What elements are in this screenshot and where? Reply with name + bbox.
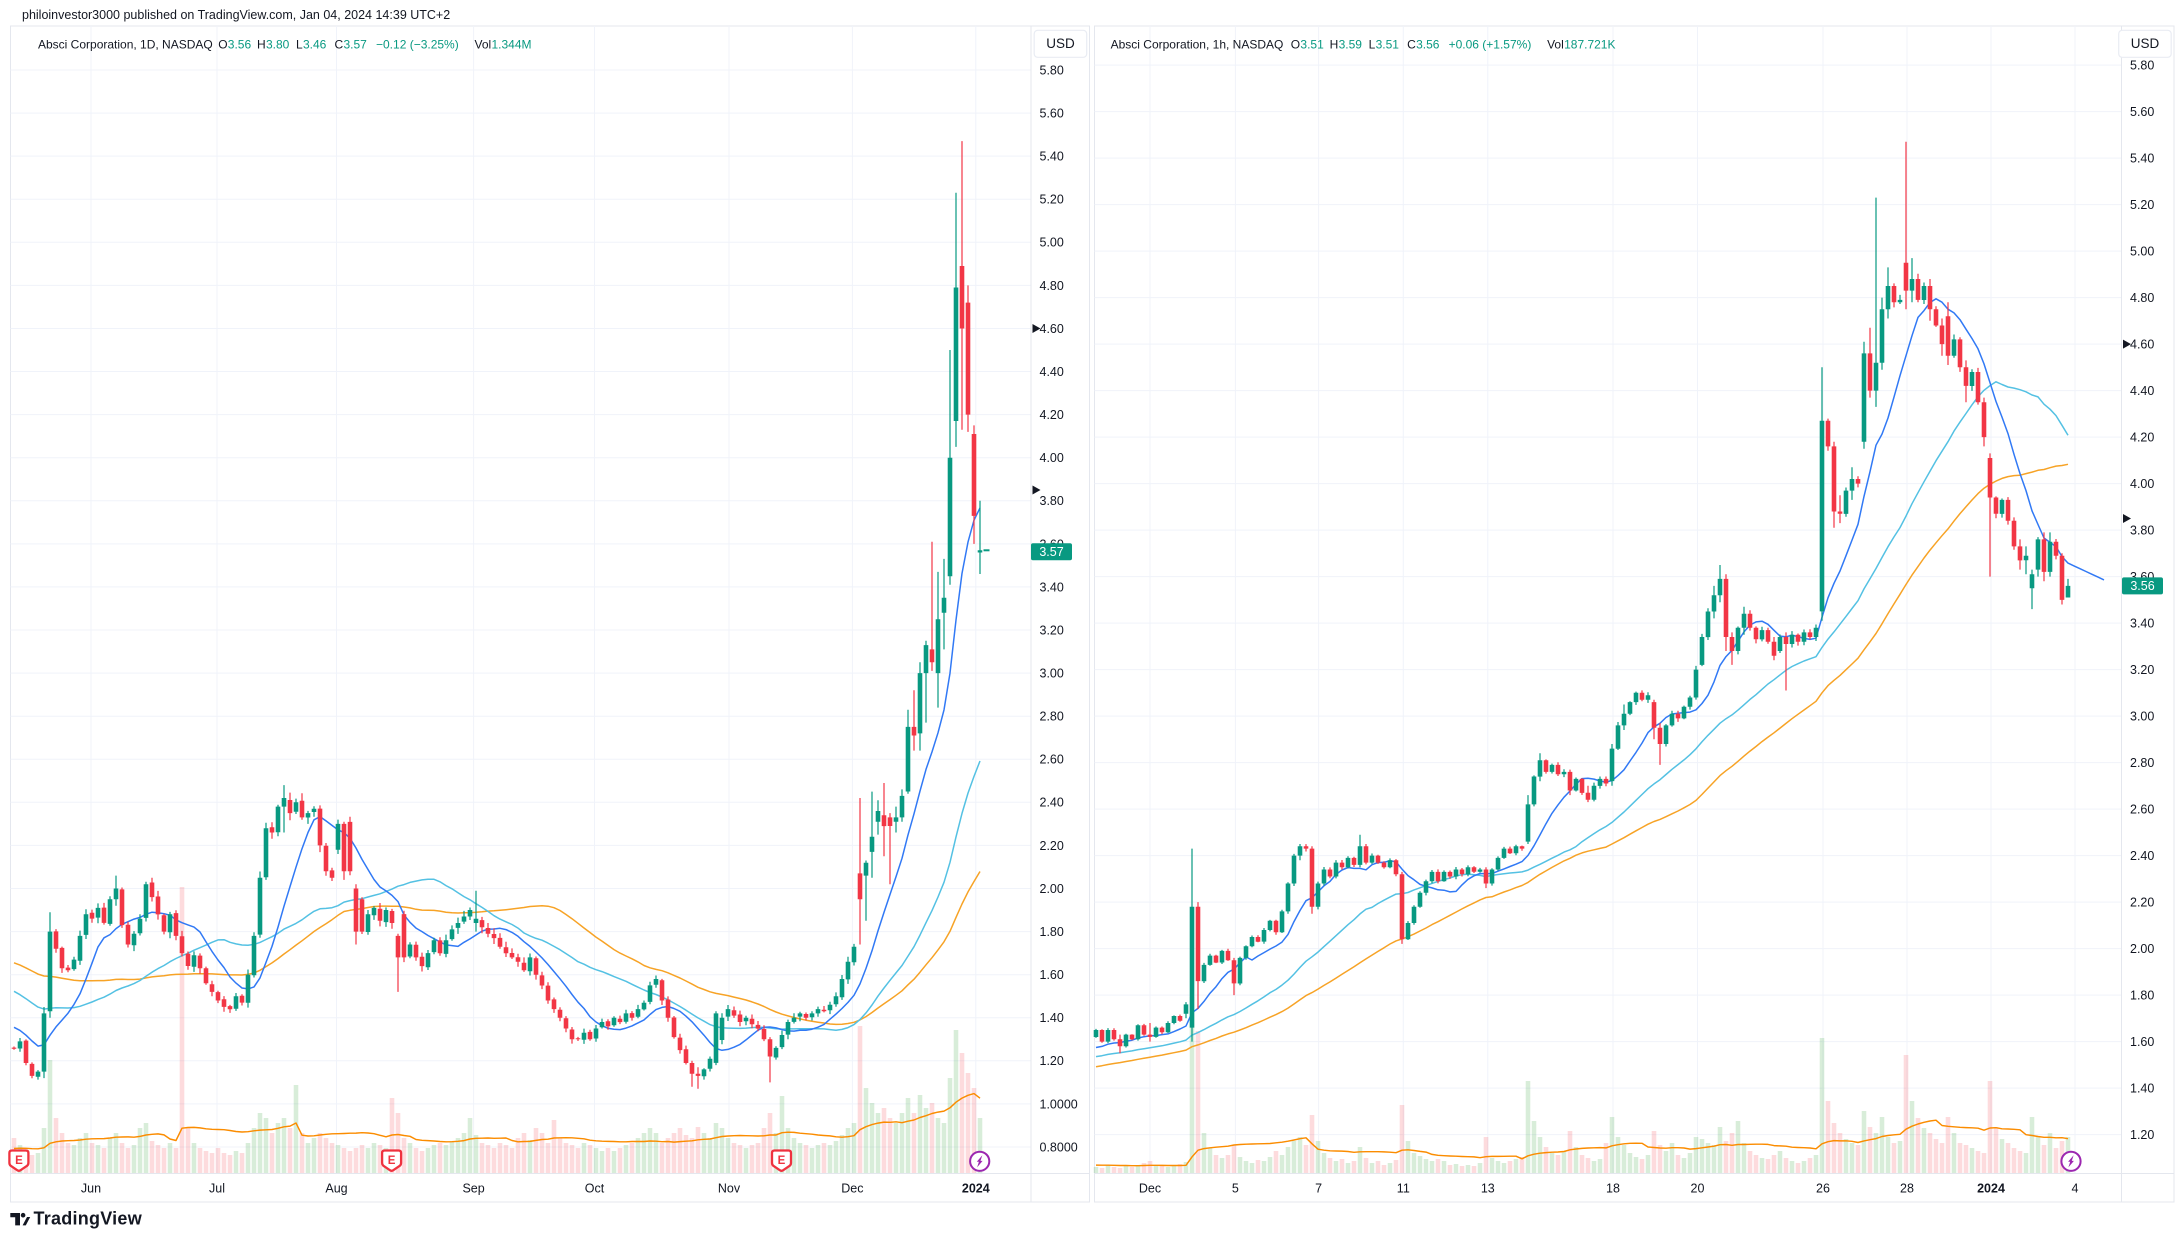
svg-text:4.00: 4.00	[1040, 451, 1064, 465]
svg-text:1.80: 1.80	[2130, 989, 2154, 1003]
svg-text:1.20: 1.20	[1040, 1054, 1064, 1068]
svg-text:0.8000: 0.8000	[1040, 1140, 1078, 1154]
svg-text:5.40: 5.40	[2130, 152, 2154, 166]
svg-text:USD: USD	[2131, 36, 2160, 51]
svg-text:3.57: 3.57	[1039, 545, 1063, 559]
svg-text:7: 7	[1315, 1182, 1322, 1196]
svg-text:2.40: 2.40	[2130, 849, 2154, 863]
svg-text:1.80: 1.80	[1040, 925, 1064, 939]
svg-text:11: 11	[1397, 1182, 1410, 1196]
svg-text:2.00: 2.00	[2130, 942, 2154, 956]
svg-text:1.60: 1.60	[1040, 968, 1064, 982]
svg-text:1.40: 1.40	[1040, 1011, 1064, 1025]
svg-text:USD: USD	[1046, 36, 1075, 51]
svg-text:5.20: 5.20	[2130, 198, 2154, 212]
svg-text:4.40: 4.40	[1040, 365, 1064, 379]
svg-text:1.60: 1.60	[2130, 1035, 2154, 1049]
svg-text:5.00: 5.00	[2130, 245, 2154, 259]
svg-text:4.40: 4.40	[2130, 384, 2154, 398]
svg-text:4.80: 4.80	[2130, 291, 2154, 305]
svg-text:Nov: Nov	[718, 1182, 741, 1196]
svg-text:3.56: 3.56	[2130, 579, 2154, 593]
svg-text:5.20: 5.20	[1040, 193, 1064, 207]
svg-text:2.60: 2.60	[2130, 803, 2154, 817]
svg-text:E: E	[388, 1155, 396, 1167]
svg-text:1.40: 1.40	[2130, 1082, 2154, 1096]
svg-text:2024: 2024	[1977, 1182, 2005, 1196]
svg-text:3.80: 3.80	[1040, 494, 1064, 508]
svg-text:3.40: 3.40	[2130, 617, 2154, 631]
svg-text:3.20: 3.20	[2130, 663, 2154, 677]
svg-text:2.80: 2.80	[1040, 710, 1064, 724]
svg-text:E: E	[15, 1155, 23, 1167]
svg-text:3.00: 3.00	[2130, 710, 2154, 724]
svg-text:4.60: 4.60	[1040, 322, 1064, 336]
svg-text:2.80: 2.80	[2130, 756, 2154, 770]
svg-text:3.80: 3.80	[2130, 524, 2154, 538]
svg-text:5.00: 5.00	[1040, 236, 1064, 250]
svg-text:18: 18	[1606, 1182, 1620, 1196]
svg-text:28: 28	[1900, 1182, 1914, 1196]
svg-text:2.60: 2.60	[1040, 753, 1064, 767]
svg-text:2.00: 2.00	[1040, 882, 1064, 896]
svg-text:20: 20	[1691, 1182, 1705, 1196]
svg-text:26: 26	[1816, 1182, 1830, 1196]
svg-text:TradingView: TradingView	[34, 1209, 143, 1229]
svg-text:Dec: Dec	[1139, 1182, 1161, 1196]
svg-text:Aug: Aug	[325, 1182, 347, 1196]
svg-text:5.60: 5.60	[1040, 107, 1064, 121]
svg-text:5.80: 5.80	[2130, 59, 2154, 73]
svg-text:3.00: 3.00	[1040, 667, 1064, 681]
svg-text:4.00: 4.00	[2130, 477, 2154, 491]
svg-text:Sep: Sep	[462, 1182, 484, 1196]
svg-text:Jul: Jul	[209, 1182, 225, 1196]
svg-text:2.20: 2.20	[1040, 839, 1064, 853]
svg-text:Jun: Jun	[81, 1182, 101, 1196]
svg-text:4.80: 4.80	[1040, 279, 1064, 293]
svg-text:1.20: 1.20	[2130, 1128, 2154, 1142]
svg-text:1.0000: 1.0000	[1040, 1097, 1078, 1111]
svg-text:2.20: 2.20	[2130, 896, 2154, 910]
svg-text:E: E	[778, 1155, 786, 1167]
svg-text:4.60: 4.60	[2130, 338, 2154, 352]
svg-text:2.40: 2.40	[1040, 796, 1064, 810]
svg-text:4.20: 4.20	[1040, 408, 1064, 422]
svg-text:3.20: 3.20	[1040, 623, 1064, 637]
svg-text:philoinvestor3000 published on: philoinvestor3000 published on TradingVi…	[22, 8, 450, 22]
svg-text:5: 5	[1232, 1182, 1239, 1196]
svg-text:4.20: 4.20	[2130, 431, 2154, 445]
svg-text:5.80: 5.80	[1040, 63, 1064, 77]
svg-text:4: 4	[2072, 1182, 2079, 1196]
svg-text:5.40: 5.40	[1040, 150, 1064, 164]
svg-text:2024: 2024	[962, 1182, 990, 1196]
svg-text:Dec: Dec	[841, 1182, 863, 1196]
svg-text:3.40: 3.40	[1040, 580, 1064, 594]
svg-text:Oct: Oct	[585, 1182, 605, 1196]
svg-text:5.60: 5.60	[2130, 105, 2154, 119]
svg-text:13: 13	[1481, 1182, 1495, 1196]
